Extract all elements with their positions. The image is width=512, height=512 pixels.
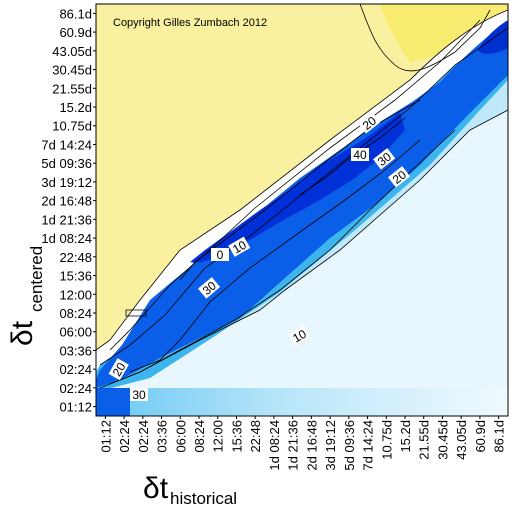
y-tick-label: 03:36 [59,343,92,358]
x-tick-label: 1d 21:36 [286,420,301,471]
x-tick-label: 06:00 [173,420,188,453]
x-tick-label: 02:24 [136,420,151,453]
contour-label: 20 [357,112,381,134]
y-tick-label: 22:48 [59,250,92,265]
y-tick-label: 1d 21:36 [41,212,92,227]
contour-line-20-upper [109,19,481,351]
x-tick-label: 43.05d [454,420,469,460]
contour-label: 10 [228,236,251,257]
y-tick-label: 15:36 [59,269,92,284]
y-tick-label: 21.55d [52,81,92,96]
contour-label-box [372,148,396,170]
contour-lines [96,4,508,389]
contour-label-text: 10 [290,327,309,346]
deepest-negative-corner [478,20,508,54]
x-tick-label: 02:24 [117,420,132,453]
contour-line-small-box [125,309,147,317]
x-axis-subscript: historical [170,489,237,508]
contour-line-10-lower [109,109,508,385]
x-tick-labels: 01:12 02:24 02:24 03:36 06:00 08:24 12:00 15:36… [98,416,507,471]
contour-label: 30 [130,388,148,402]
contour-label-box [108,358,129,381]
x-tick-label: 30.45d [435,420,450,460]
y-tick-label: 02:24 [59,362,92,377]
y-tick-label: 2d 16:48 [41,194,92,209]
x-tick-label: 5d 09:36 [342,420,357,471]
y-tick-labels: 01:12 02:24 02:24 03:36 06:00 08:24 12:00 15:36… [41,6,96,415]
contour-label-box [228,236,251,257]
x-tick-label: 3d 19:12 [323,420,338,471]
contour-label-text: 30 [132,388,146,402]
x-tick-label: 1d 08:24 [267,420,282,471]
y-tick-label: 12:00 [59,287,92,302]
y-tick-label: 60.9d [59,25,92,40]
contour-label-box [130,388,148,401]
contour-label: 30 [372,148,396,170]
x-tick-label: 01:12 [98,420,113,453]
contour-line-0 [96,9,508,351]
contour-line-40 [299,117,406,196]
x-tick-label: 15.2d [398,420,413,453]
plot-frame [95,3,509,417]
y-tick-label: 7d 14:24 [41,137,92,152]
positive-region-bright [380,4,508,62]
positive-region [96,4,508,350]
contour-label: 40 [351,148,369,162]
x-tick-label: 10.75d [379,420,394,460]
y-tick-label: 01:12 [59,400,92,415]
contour-label-box [387,166,411,188]
y-tick-label: 3d 19:12 [41,175,92,190]
contour-line-30-lower [129,139,421,373]
x-tick-label: 60.9d [473,420,488,453]
y-tick-label: 15.2d [59,100,92,115]
y-axis-title: δt centered [6,246,46,346]
x-tick-label: 7d 14:24 [361,420,376,471]
contour-label-box [288,325,311,346]
contour-line-top-right [359,4,491,72]
contour-line-10-upper [99,27,508,366]
x-tick-label: 21.55d [417,420,432,460]
x-tick-label: 12:00 [211,420,226,453]
contour-label: 10 [288,325,311,346]
contour-label-box [357,112,381,134]
contour-label: 20 [108,358,129,381]
copyright-text: Copyright Gilles Zumbach 2012 [113,17,267,29]
contour-label: 20 [387,166,411,188]
y-tick-label: 02:24 [59,381,92,396]
contour-label-text: 40 [353,148,367,162]
x-tick-label: 2d 16:48 [304,420,319,471]
y-tick-label: 08:24 [59,306,92,321]
x-axis-title: δt historical [143,472,237,508]
y-tick-label: 1d 08:24 [41,231,92,246]
bottom-left-core [96,388,130,416]
contour-label-box [197,277,221,299]
x-tick-label: 86.1d [492,420,507,453]
plot-area [96,4,508,416]
contour-label: 0 [211,248,229,262]
contour-label-text: 20 [110,360,129,379]
contour-label-box [211,248,229,261]
y-tick-label: 86.1d [59,6,92,21]
x-tick-label: 08:24 [192,420,207,453]
x-tick-label: 03:36 [155,420,170,453]
y-tick-label: 30.45d [52,63,92,78]
y-axis-subscript: centered [27,246,46,312]
y-axis-symbol: δt [6,320,39,346]
bottom-row-strip [96,388,508,416]
x-axis-symbol: δt [143,472,169,505]
contour-label: 30 [197,277,221,299]
contour-label-text: 10 [230,238,249,257]
y-tick-label: 10.75d [52,119,92,134]
x-tick-label: 22:48 [248,420,263,453]
contour-label-text: 0 [217,248,224,262]
y-tick-label: 06:00 [59,325,92,340]
contour-label-box [351,148,369,161]
x-tick-label: 15:36 [229,420,244,453]
y-tick-label: 5d 09:36 [41,156,92,171]
y-tick-label: 43.05d [52,44,92,59]
